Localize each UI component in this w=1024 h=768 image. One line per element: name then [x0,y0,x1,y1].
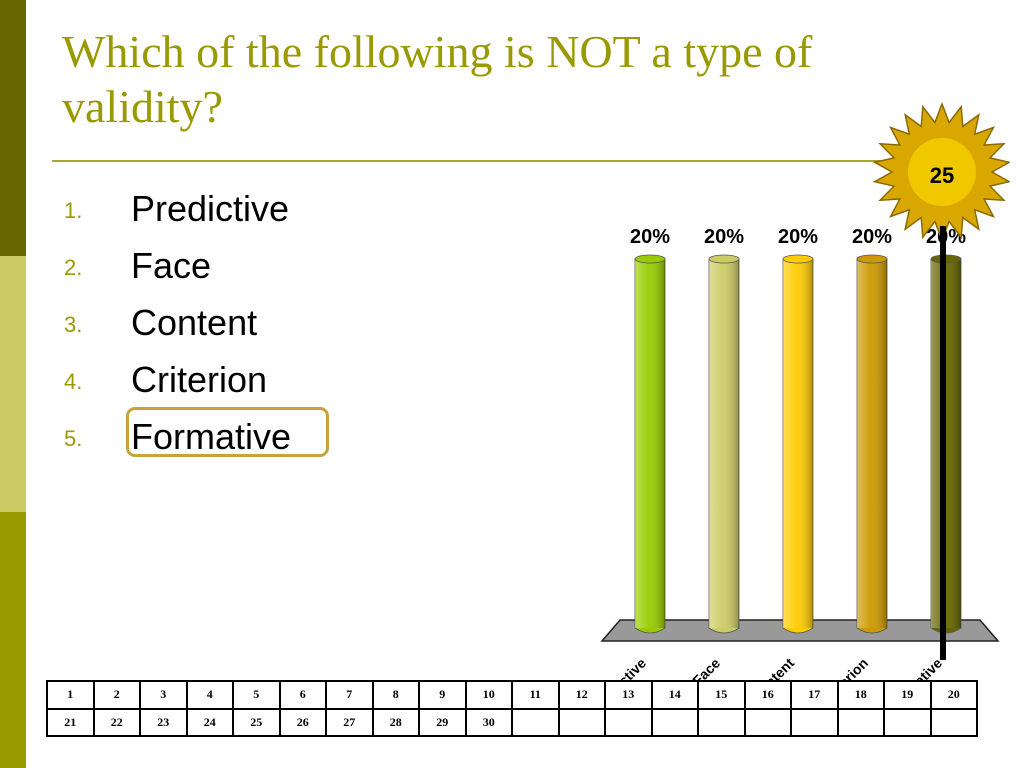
response-grid-cell [929,707,978,737]
response-grid-cell [790,707,839,737]
bar-criterion [856,254,888,634]
response-grid-cell: 4 [185,680,234,710]
response-grid-cell: 13 [604,680,653,710]
side-band-middle [0,256,26,512]
response-grid-row: 1 2 3 4 5 6 7 8 9 10 11 12 13 14 15 16 17 18 19 20 [46,680,978,710]
option-label: Criterion [131,359,268,400]
response-grid-cell: 15 [697,680,746,710]
response-grid-cell: 10 [464,680,513,710]
option-label: Predictive [131,188,290,229]
response-grid-cell: 2 [92,680,141,710]
bar-value-label: 20% [630,226,670,248]
option-number: 3. [64,312,83,337]
response-grid-cell: 17 [790,680,839,710]
option-number: 4. [64,369,83,394]
response-grid-cell [836,707,885,737]
results-bar-chart: 20%20%20%20%20% PredictiveFaceContentCri… [590,101,1010,713]
response-grid-cell: 6 [278,680,327,710]
option-number: 2. [64,255,83,280]
response-grid-cell: 8 [371,680,420,710]
bar-cap [708,254,740,264]
countdown-timer: 25 [872,101,1010,243]
response-grid-cell: 11 [511,680,560,710]
response-grid-cell: 9 [418,680,467,710]
title-divider [52,160,914,162]
bar-shading [783,259,813,628]
countdown-pole [940,226,946,660]
bar-predictive [634,254,666,634]
response-grid: 1 2 3 4 5 6 7 8 9 10 11 12 13 14 15 16 17 18 19 20 21 22 23 24 2… [46,680,978,737]
response-grid-cell: 1 [46,680,95,710]
response-grid-cell: 14 [650,680,699,710]
option-label: Formative [131,416,292,457]
side-band-bottom [0,512,26,768]
response-grid-cell: 23 [139,707,188,737]
slide-title: Which of the following is NOT a type of … [62,26,813,132]
countdown-inner-circle [908,138,976,206]
bar-value-label: 20% [852,226,892,248]
response-grid-cell: 24 [185,707,234,737]
response-grid-cell: 26 [278,707,327,737]
bar-shading [635,259,665,628]
response-grid-cell [743,707,792,737]
response-grid-row: 21 22 23 24 25 26 27 28 29 30 [46,707,978,737]
bar-cap [856,254,888,264]
option-number: 1. [64,198,83,223]
bar-face [708,254,740,634]
selection-highlight-box [126,407,329,457]
bar-value-label: 20% [778,226,818,248]
option-number: 5. [64,426,83,451]
bar-cap [634,254,666,264]
response-grid-cell: 7 [325,680,374,710]
countdown-value: 25 [930,163,954,188]
response-grid-cell [697,707,746,737]
response-grid-cell [557,707,606,737]
option-label: Face [131,245,212,286]
response-grid-cell: 5 [232,680,281,710]
bar-value-label: 20% [704,226,744,248]
response-grid-cell: 18 [836,680,885,710]
response-grid-cell [883,707,932,737]
response-grid-cell [511,707,560,737]
response-grid-cell: 12 [557,680,606,710]
response-grid-cell: 21 [46,707,95,737]
response-grid-cell: 19 [883,680,932,710]
bar-shading [857,259,887,628]
side-band-top [0,0,26,256]
response-grid-cell: 3 [139,680,188,710]
response-grid-cell: 30 [464,707,513,737]
bar-content [782,254,814,634]
response-grid-cell [650,707,699,737]
response-grid-cell [604,707,653,737]
response-grid-cell: 28 [371,707,420,737]
response-grid-cell: 29 [418,707,467,737]
response-grid-cell: 27 [325,707,374,737]
response-grid-cell: 22 [92,707,141,737]
bar-cap [782,254,814,264]
response-grid-cell: 16 [743,680,792,710]
option-label: Content [131,302,258,343]
bar-shading [709,259,739,628]
response-grid-cell: 20 [929,680,978,710]
response-grid-cell: 25 [232,707,281,737]
